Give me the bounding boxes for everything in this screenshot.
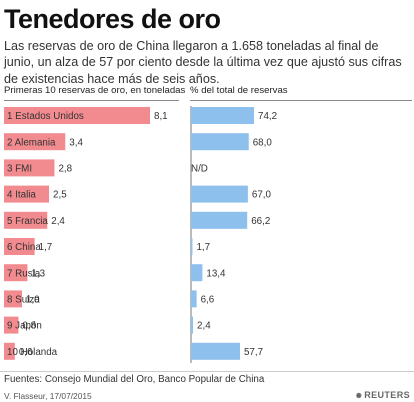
source-note: Fuentes: Consejo Mundial del Oro, Banco … [4, 374, 265, 385]
right-value-label: 57,7 [244, 347, 263, 358]
left-chart-title: Primeras 10 reservas de oro, en tonelada… [4, 85, 186, 96]
left-bar [4, 290, 23, 308]
left-value-label: 1,7 [39, 242, 53, 253]
right-bar [191, 133, 249, 151]
category-label: 3 FMI [7, 164, 32, 175]
right-bar [191, 264, 203, 282]
reuters-logo-text: REUTERS [364, 390, 410, 400]
right-bar [191, 290, 197, 308]
category-label: 6 China [7, 242, 41, 253]
category-label: 8 Suiza [7, 295, 40, 306]
page-subtitle: Las reservas de oro de China llegaron a … [4, 39, 402, 86]
category-label: 4 Italia [7, 190, 36, 201]
left-value-label: 0,8 [22, 321, 36, 332]
left-value-label: 2,4 [51, 216, 65, 227]
left-value-label: 8,1 [154, 111, 168, 122]
right-value-label: 66,2 [251, 216, 270, 227]
left-value-label: 2,8 [58, 164, 72, 175]
left-bar [4, 316, 19, 334]
category-label: 7 Rusia [7, 268, 41, 279]
left-bar [4, 159, 55, 177]
right-value-label: 6,6 [201, 295, 215, 306]
left-bar [4, 107, 150, 124]
left-bar [4, 211, 48, 229]
left-value-label: 2,5 [53, 190, 67, 201]
right-value-label: 67,0 [252, 190, 272, 201]
byline: V. Flasseur, 17/07/2015 [4, 391, 92, 401]
left-bar [4, 238, 35, 255]
left-header-divider [4, 100, 179, 101]
right-value-label: 68,0 [253, 137, 273, 148]
left-value-label: 1,0 [26, 295, 40, 306]
right-value-label: 1,7 [196, 242, 210, 253]
right-header-divider [190, 100, 412, 101]
right-chart-title: % del total de reservas [190, 85, 288, 96]
right-value-label: 2,4 [197, 321, 211, 332]
left-bar [4, 342, 15, 360]
left-bar [4, 185, 50, 203]
right-value-label: 13,4 [206, 268, 226, 279]
category-label: 9 Japón [7, 321, 42, 332]
right-value-label: 74,2 [258, 111, 277, 122]
right-bar [191, 107, 254, 124]
left-bar [4, 133, 66, 151]
category-label: 10 Holanda [7, 347, 58, 358]
right-value-label: N/D [191, 164, 208, 175]
left-value-label: 1,3 [31, 268, 45, 279]
right-bar [191, 185, 248, 203]
page-title: Tenedores de oro [4, 4, 221, 34]
category-label: 1 Estados Unidos [7, 111, 84, 122]
category-label: 2 Alemania [7, 137, 56, 148]
right-bar [191, 342, 240, 360]
reuters-logo: ✺ REUTERS [355, 390, 410, 400]
category-label: 5 Francia [7, 216, 48, 227]
footer-divider [0, 371, 414, 372]
right-bar [191, 211, 248, 229]
right-bar [191, 238, 193, 255]
left-value-label: 0,6 [19, 347, 33, 358]
right-bar [191, 316, 194, 334]
left-value-label: 3,4 [69, 137, 83, 148]
left-bar [4, 264, 28, 282]
